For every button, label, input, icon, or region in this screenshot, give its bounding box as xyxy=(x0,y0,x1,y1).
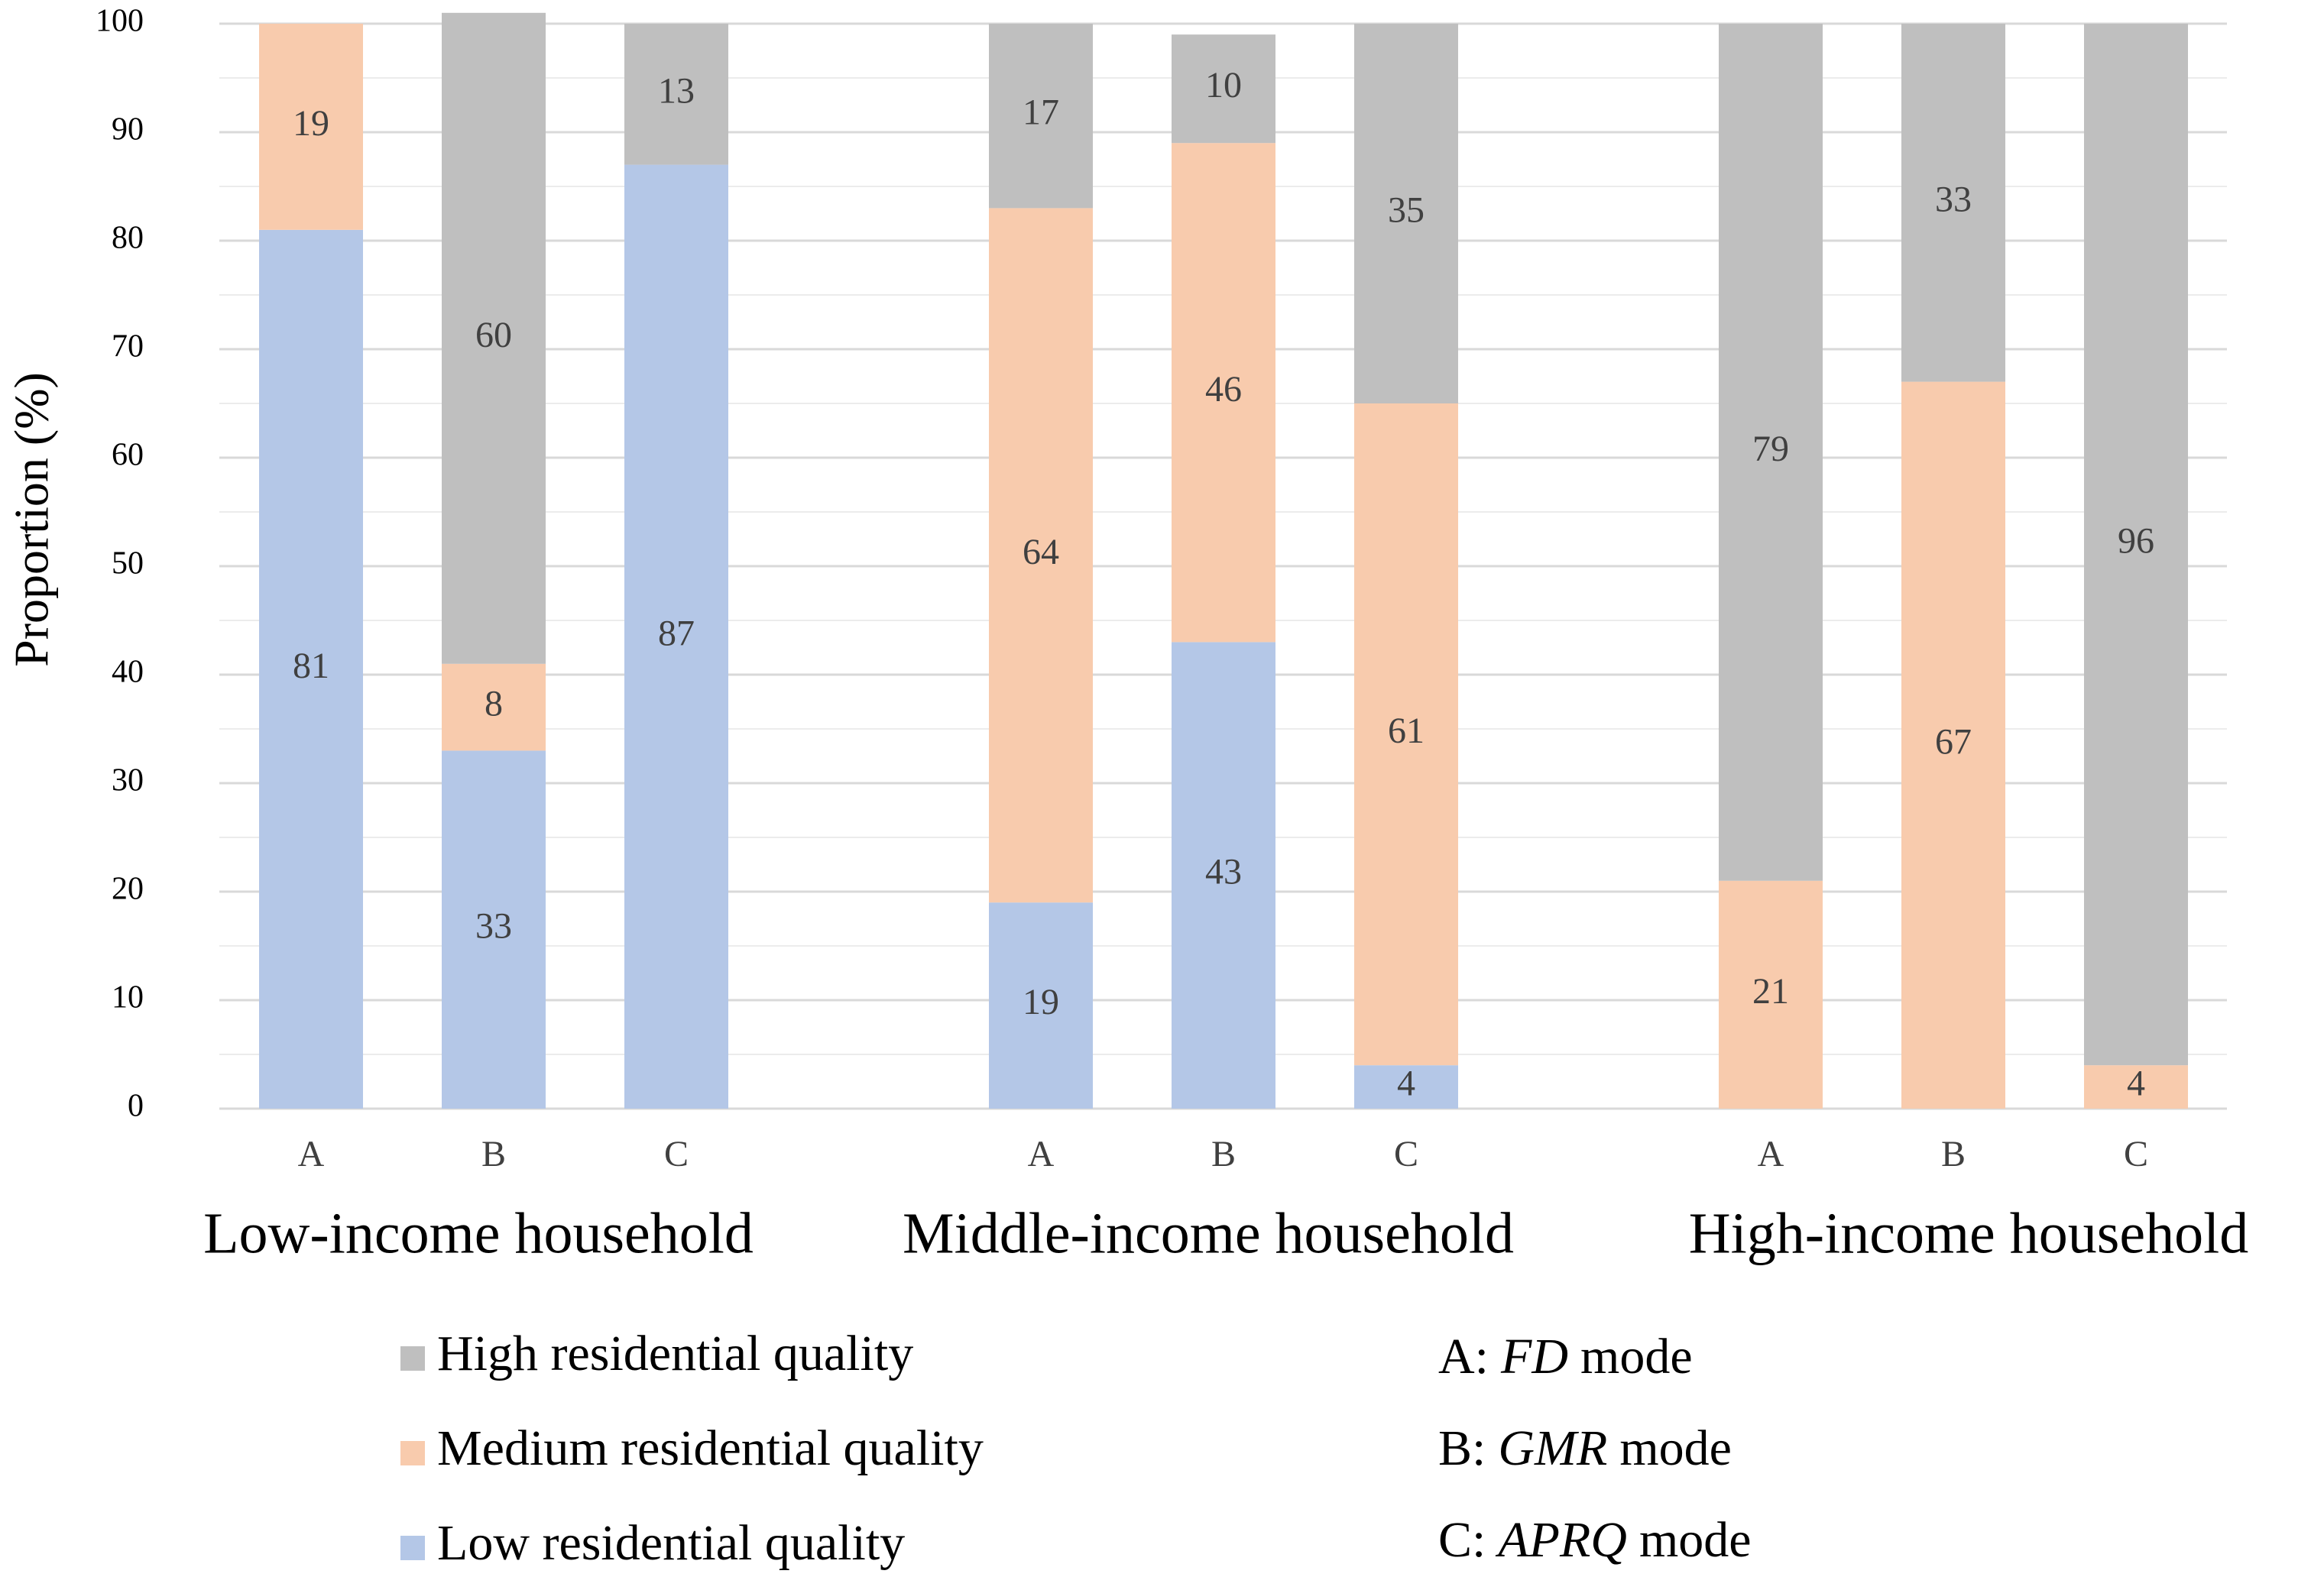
bar-segment xyxy=(442,12,546,664)
bar-segment xyxy=(442,663,546,751)
note-mode: FD xyxy=(1500,1329,1568,1384)
data-label: 19 xyxy=(1023,982,1059,1022)
x-tick-label: C xyxy=(664,1134,689,1174)
bar-segment xyxy=(1354,24,1458,403)
note-key: A: xyxy=(1438,1329,1489,1384)
group-label: High-income household xyxy=(1689,1201,2248,1265)
legend-swatch xyxy=(400,1346,425,1371)
note-suffix: mode xyxy=(1580,1329,1693,1384)
bar-segment xyxy=(1172,143,1275,643)
bar-segment xyxy=(259,229,363,1109)
x-tick-label: B xyxy=(481,1134,506,1174)
bar-segment xyxy=(1354,403,1458,1066)
bar-segment xyxy=(624,24,728,165)
data-label: 33 xyxy=(475,906,512,947)
mode-note: B: GMR mode xyxy=(1438,1420,1732,1476)
data-label: 33 xyxy=(1935,179,1972,219)
y-tick-label: 60 xyxy=(112,438,144,473)
y-tick-label: 70 xyxy=(112,329,144,364)
y-tick-label: 0 xyxy=(128,1089,144,1124)
group-label: Middle-income household xyxy=(903,1201,1514,1265)
y-tick-label: 80 xyxy=(112,221,144,256)
y-tick-label: 10 xyxy=(112,980,144,1015)
data-label: 4 xyxy=(1397,1064,1415,1104)
group-label: Low-income household xyxy=(203,1201,754,1265)
legend-swatch xyxy=(400,1441,425,1465)
mode-note: A: FD mode xyxy=(1438,1329,1693,1384)
note-key: C: xyxy=(1438,1512,1486,1568)
data-label: 64 xyxy=(1023,532,1059,572)
data-label: 21 xyxy=(1752,971,1789,1012)
data-label: 81 xyxy=(293,646,329,686)
data-label: 67 xyxy=(1935,721,1972,762)
x-tick-label: B xyxy=(1941,1134,1966,1174)
legend-label: High residential quality xyxy=(437,1326,913,1381)
bar-segment xyxy=(1901,381,2005,1109)
y-axis-label: Proportion (%) xyxy=(5,372,59,667)
bar-segment xyxy=(1172,642,1275,1109)
data-label: 96 xyxy=(2118,521,2154,562)
legend-swatch xyxy=(400,1536,425,1560)
data-label: 13 xyxy=(658,70,695,111)
data-label: 35 xyxy=(1388,190,1425,231)
y-tick-label: 90 xyxy=(112,112,144,147)
note-mode: APRQ xyxy=(1495,1512,1627,1568)
x-tick-label: A xyxy=(1758,1134,1784,1174)
data-label: 60 xyxy=(475,315,512,355)
bar-segment xyxy=(259,24,363,230)
bar-segment xyxy=(2084,1065,2188,1109)
y-tick-label: 20 xyxy=(112,872,144,907)
bar-segment xyxy=(989,24,1093,209)
bar-segment xyxy=(1901,24,2005,382)
x-tick-label: C xyxy=(1394,1134,1418,1174)
bar-segment xyxy=(989,902,1093,1109)
bar-segment xyxy=(1719,24,1823,881)
mode-note: C: APRQ mode xyxy=(1438,1512,1752,1568)
data-label: 61 xyxy=(1388,711,1425,751)
note-mode: GMR xyxy=(1498,1420,1607,1476)
x-tick-label: A xyxy=(298,1134,325,1174)
bar-segment xyxy=(1719,880,1823,1109)
bar-segment xyxy=(1354,1065,1458,1109)
data-label: 79 xyxy=(1752,429,1789,469)
bar-segment xyxy=(442,750,546,1109)
x-tick-label: C xyxy=(2124,1134,2148,1174)
note-suffix: mode xyxy=(1639,1512,1752,1568)
data-label: 4 xyxy=(2127,1064,2145,1104)
data-label: 43 xyxy=(1205,852,1242,892)
y-tick-label: 30 xyxy=(112,763,144,798)
x-tick-label: B xyxy=(1211,1134,1236,1174)
data-label: 87 xyxy=(658,613,695,653)
legend-label: Medium residential quality xyxy=(437,1420,984,1476)
note-key: B: xyxy=(1438,1420,1486,1476)
bar-segment xyxy=(989,208,1093,903)
data-label: 19 xyxy=(293,103,329,144)
y-tick-label: 40 xyxy=(112,655,144,690)
data-label: 17 xyxy=(1023,92,1059,133)
data-label: 8 xyxy=(485,684,503,724)
x-tick-label: A xyxy=(1028,1134,1055,1174)
y-tick-label: 100 xyxy=(96,4,144,39)
data-label: 46 xyxy=(1205,369,1242,410)
bar-segment xyxy=(624,164,728,1109)
data-label: 10 xyxy=(1205,65,1242,105)
y-tick-label: 50 xyxy=(112,546,144,581)
note-suffix: mode xyxy=(1619,1420,1732,1476)
bar-segment xyxy=(1172,34,1275,144)
bar-segment xyxy=(2084,24,2188,1066)
legend-label: Low residential quality xyxy=(437,1515,905,1571)
